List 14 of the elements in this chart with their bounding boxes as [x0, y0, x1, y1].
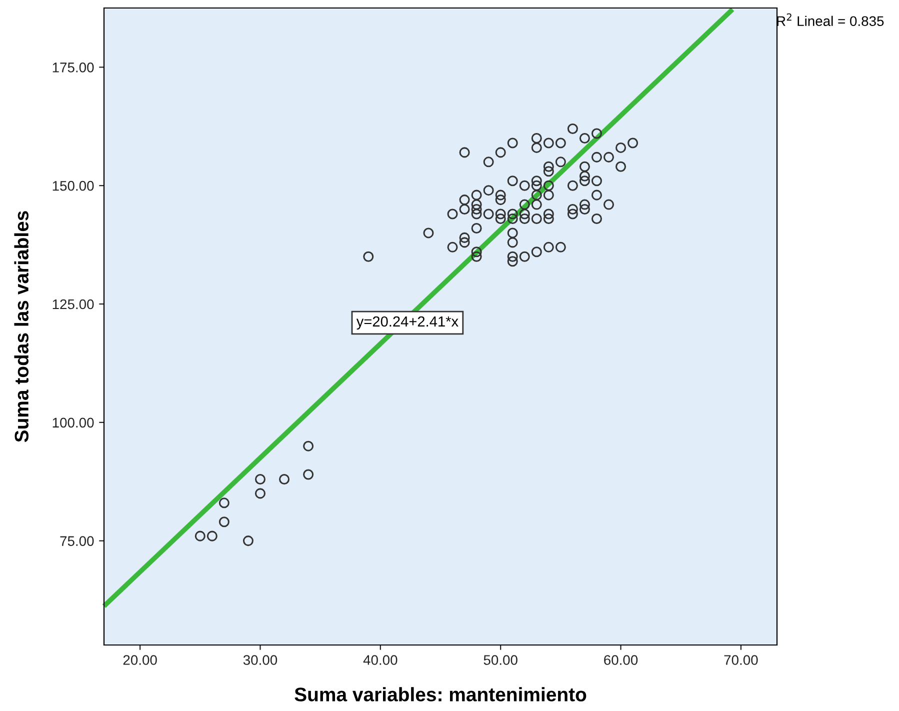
- y-axis-title: Suma todas las variables: [14, 211, 29, 442]
- x-axis-title: Suma variables: mantenimiento: [294, 687, 586, 702]
- y-tick-label: 100.00: [52, 418, 94, 428]
- y-tick-label: 75.00: [60, 536, 94, 546]
- x-tick-label: 60.00: [604, 655, 638, 665]
- x-tick-label: 40.00: [363, 655, 398, 665]
- y-tick-label: 150.00: [52, 180, 94, 191]
- y-tick-label: 175.00: [52, 62, 94, 72]
- x-tick-label: 70.00: [724, 655, 758, 665]
- x-tick-label: 30.00: [243, 655, 278, 665]
- x-tick-label: 20.00: [123, 655, 157, 665]
- y-tick-label: 125.00: [52, 299, 94, 310]
- annotation: y=20.24+2.41*x: [356, 316, 458, 330]
- x-tick-label: 50.00: [484, 655, 518, 665]
